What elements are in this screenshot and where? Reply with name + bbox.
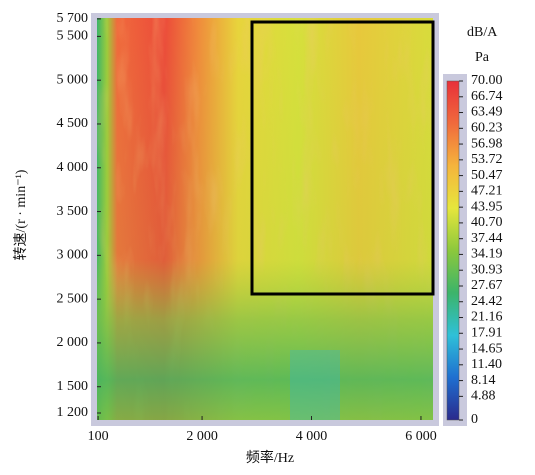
y-tick-label: 5 500 <box>57 29 89 44</box>
colorbar-tick-label: 37.44 <box>471 231 503 246</box>
heatmap-spot <box>290 350 340 420</box>
colorbar-tick-label: 63.49 <box>471 105 503 120</box>
colorbar-tick-label: 30.93 <box>471 262 503 277</box>
y-tick-label: 1 500 <box>57 379 89 394</box>
colorbar-tick-label: 8.14 <box>471 373 496 388</box>
y-tick-label: 3 000 <box>57 248 89 263</box>
x-tick-label: 4 000 <box>296 429 328 444</box>
colorbar-tick-label: 70.00 <box>471 73 503 88</box>
colorbar-tick-label: 50.47 <box>471 168 503 183</box>
colorbar-tick-label: 21.16 <box>471 310 503 325</box>
colorbar-tick-label: 34.19 <box>471 247 503 262</box>
colorbar-tick-label: 53.72 <box>471 152 503 167</box>
colorbar-tick-label: 43.95 <box>471 199 503 214</box>
x-tick-label: 6 000 <box>405 429 437 444</box>
colorbar-tick-label: 24.42 <box>471 294 503 309</box>
y-tick-label: 2 000 <box>57 335 89 350</box>
y-tick-label: 4 500 <box>57 116 89 131</box>
colorbar-tick-label: 40.70 <box>471 215 503 230</box>
y-tick-label: 3 500 <box>57 204 89 219</box>
highlight-box <box>250 20 435 296</box>
colorbar-tick-label: 14.65 <box>471 341 503 356</box>
heatmap-shade <box>97 18 433 420</box>
y-tick-label: 4 000 <box>57 160 89 175</box>
x-tick-label: 2 000 <box>186 429 218 444</box>
y-axis-label: 转速/(r · min⁻¹) <box>13 169 29 260</box>
colorbar-tick-label: 56.98 <box>471 136 503 151</box>
y-tick-label: 5 000 <box>57 72 89 87</box>
colorbar-unit: Pa <box>475 50 490 65</box>
x-axis-label: 频率/Hz <box>246 449 294 466</box>
colorbar-title: dB/A <box>467 25 498 40</box>
colorbar-tick-label: 47.21 <box>471 184 503 199</box>
colorbar-tick-label: 17.91 <box>471 325 503 340</box>
colorbar-tick-label: 0 <box>471 412 478 427</box>
colorbar-tick-label: 4.88 <box>471 389 496 404</box>
colorbar-tick-label: 66.74 <box>471 89 503 104</box>
colorbar-tick-label: 27.67 <box>471 278 503 293</box>
colorbar-tick-label: 60.23 <box>471 121 503 136</box>
x-tick-label: 100 <box>88 429 109 444</box>
y-tick-label: 2 500 <box>57 291 89 306</box>
y-tick-label: 5 700 <box>57 11 89 26</box>
y-tick-label: 1 200 <box>57 405 89 420</box>
colorbar-tick-label: 11.40 <box>471 357 502 372</box>
colorbar <box>446 80 460 421</box>
